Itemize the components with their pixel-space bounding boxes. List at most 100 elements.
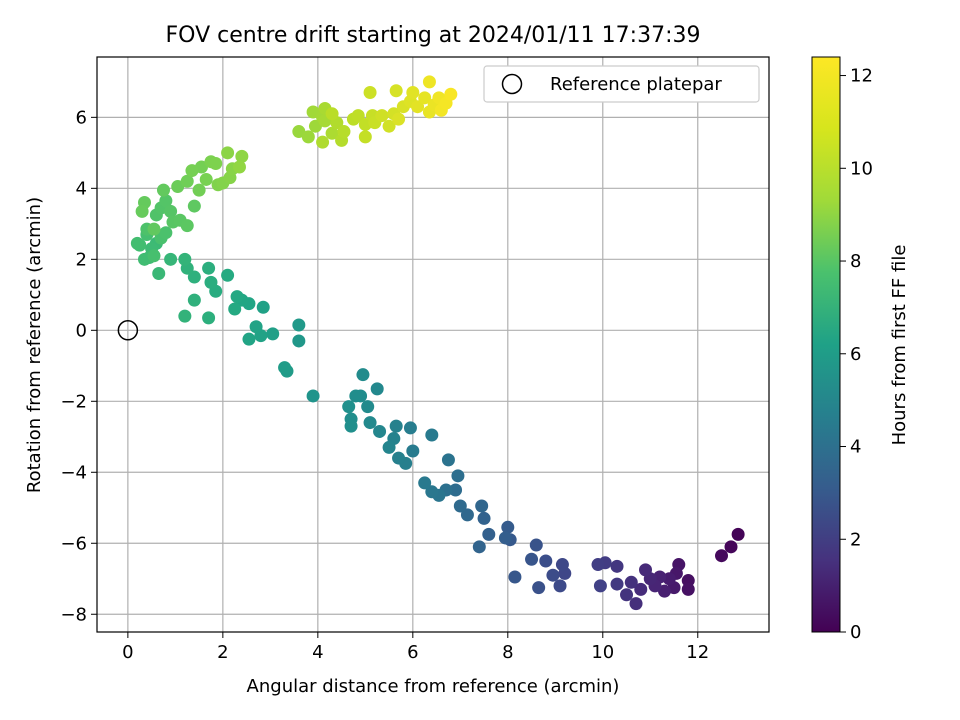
data-point [235, 149, 249, 163]
data-point [249, 320, 263, 334]
data-point [441, 453, 455, 467]
data-point [228, 302, 242, 316]
data-point [389, 419, 403, 433]
y-tick-label: −6 [60, 533, 87, 554]
x-tick-label: 2 [217, 642, 228, 663]
data-point [209, 156, 223, 170]
x-tick-label: 10 [591, 642, 614, 663]
y-tick-label: 0 [76, 320, 87, 341]
data-point [316, 135, 330, 149]
data-point [232, 160, 246, 174]
y-axis-label: Rotation from reference (arcmin) [24, 197, 45, 493]
plot-area-frame [96, 56, 770, 633]
reference-platepar-marker [117, 320, 139, 341]
data-point [451, 469, 465, 483]
data-point [425, 485, 439, 499]
data-point [361, 400, 375, 414]
data-point [472, 540, 486, 554]
colorbar-tick-label: 10 [850, 158, 873, 179]
data-point [411, 100, 425, 114]
data-point [306, 105, 320, 119]
x-tick-label: 8 [502, 642, 513, 663]
data-point [159, 194, 173, 208]
y-tick-label: −4 [60, 462, 87, 483]
y-tick-label: 4 [76, 178, 87, 199]
data-point [382, 119, 396, 133]
data-point [363, 85, 377, 99]
legend-box [483, 65, 760, 103]
data-point [460, 508, 474, 522]
data-point [610, 577, 624, 591]
data-point [620, 588, 634, 602]
data-point [342, 400, 356, 414]
y-tick-label: 2 [76, 249, 87, 270]
colorbar-ticks: 0 2 4 6 8 10 12 [840, 66, 873, 643]
data-point [180, 174, 194, 188]
data-point [147, 249, 161, 263]
colorbar-tick-label: 0 [850, 622, 861, 643]
data-point [178, 309, 192, 323]
grid-lines [97, 57, 769, 632]
data-point [256, 300, 270, 314]
data-point [187, 199, 201, 213]
data-point [453, 499, 467, 513]
data-point [164, 204, 178, 218]
data-point [266, 327, 280, 341]
colorbar-tick-label: 6 [850, 344, 861, 365]
data-point [147, 222, 161, 236]
x-axis-label: Angular distance from reference (arcmin) [247, 676, 620, 697]
data-point [624, 575, 638, 589]
legend: Reference platepar [483, 65, 760, 103]
data-point [392, 112, 406, 126]
colorbar [811, 56, 841, 633]
data-point [475, 499, 489, 513]
data-point [292, 334, 306, 348]
data-point [482, 527, 496, 541]
data-point [156, 183, 170, 197]
data-point [159, 226, 173, 240]
data-point [477, 511, 491, 525]
data-point [553, 579, 567, 593]
data-point [180, 219, 194, 233]
x-tick-label: 0 [122, 642, 133, 663]
data-point [418, 476, 432, 490]
x-tick-label: 6 [407, 642, 418, 663]
axis-ticks: 0 2 4 6 8 10 12 −8 −6 −4 −2 0 2 4 6 [60, 107, 709, 663]
data-point [292, 125, 306, 139]
data-point [591, 558, 605, 572]
data-point [221, 268, 235, 282]
data-point [187, 293, 201, 307]
data-point [363, 416, 377, 430]
data-point [610, 559, 624, 573]
data-point [130, 236, 144, 250]
data-point [202, 261, 216, 275]
data-point [171, 180, 185, 194]
data-point [449, 483, 463, 497]
data-point [308, 119, 322, 133]
data-point [278, 361, 292, 375]
data-point [199, 172, 213, 186]
data-point [406, 444, 420, 458]
data-point [529, 538, 543, 552]
data-point [135, 204, 149, 218]
y-tick-label: 6 [76, 107, 87, 128]
data-point [187, 270, 201, 284]
data-point [204, 275, 218, 289]
data-point [629, 597, 643, 611]
data-point [230, 290, 244, 304]
data-point [375, 109, 389, 123]
x-tick-label: 12 [686, 642, 709, 663]
data-point [164, 252, 178, 266]
data-point [325, 107, 339, 121]
data-point [301, 130, 315, 144]
data-point [306, 389, 320, 403]
data-point [392, 451, 406, 465]
data-point [634, 582, 648, 596]
data-point [658, 584, 672, 598]
colorbar-tick-label: 2 [850, 529, 861, 550]
data-point [344, 419, 358, 433]
data-point [356, 368, 370, 382]
data-point [525, 552, 539, 566]
data-point [425, 428, 439, 442]
